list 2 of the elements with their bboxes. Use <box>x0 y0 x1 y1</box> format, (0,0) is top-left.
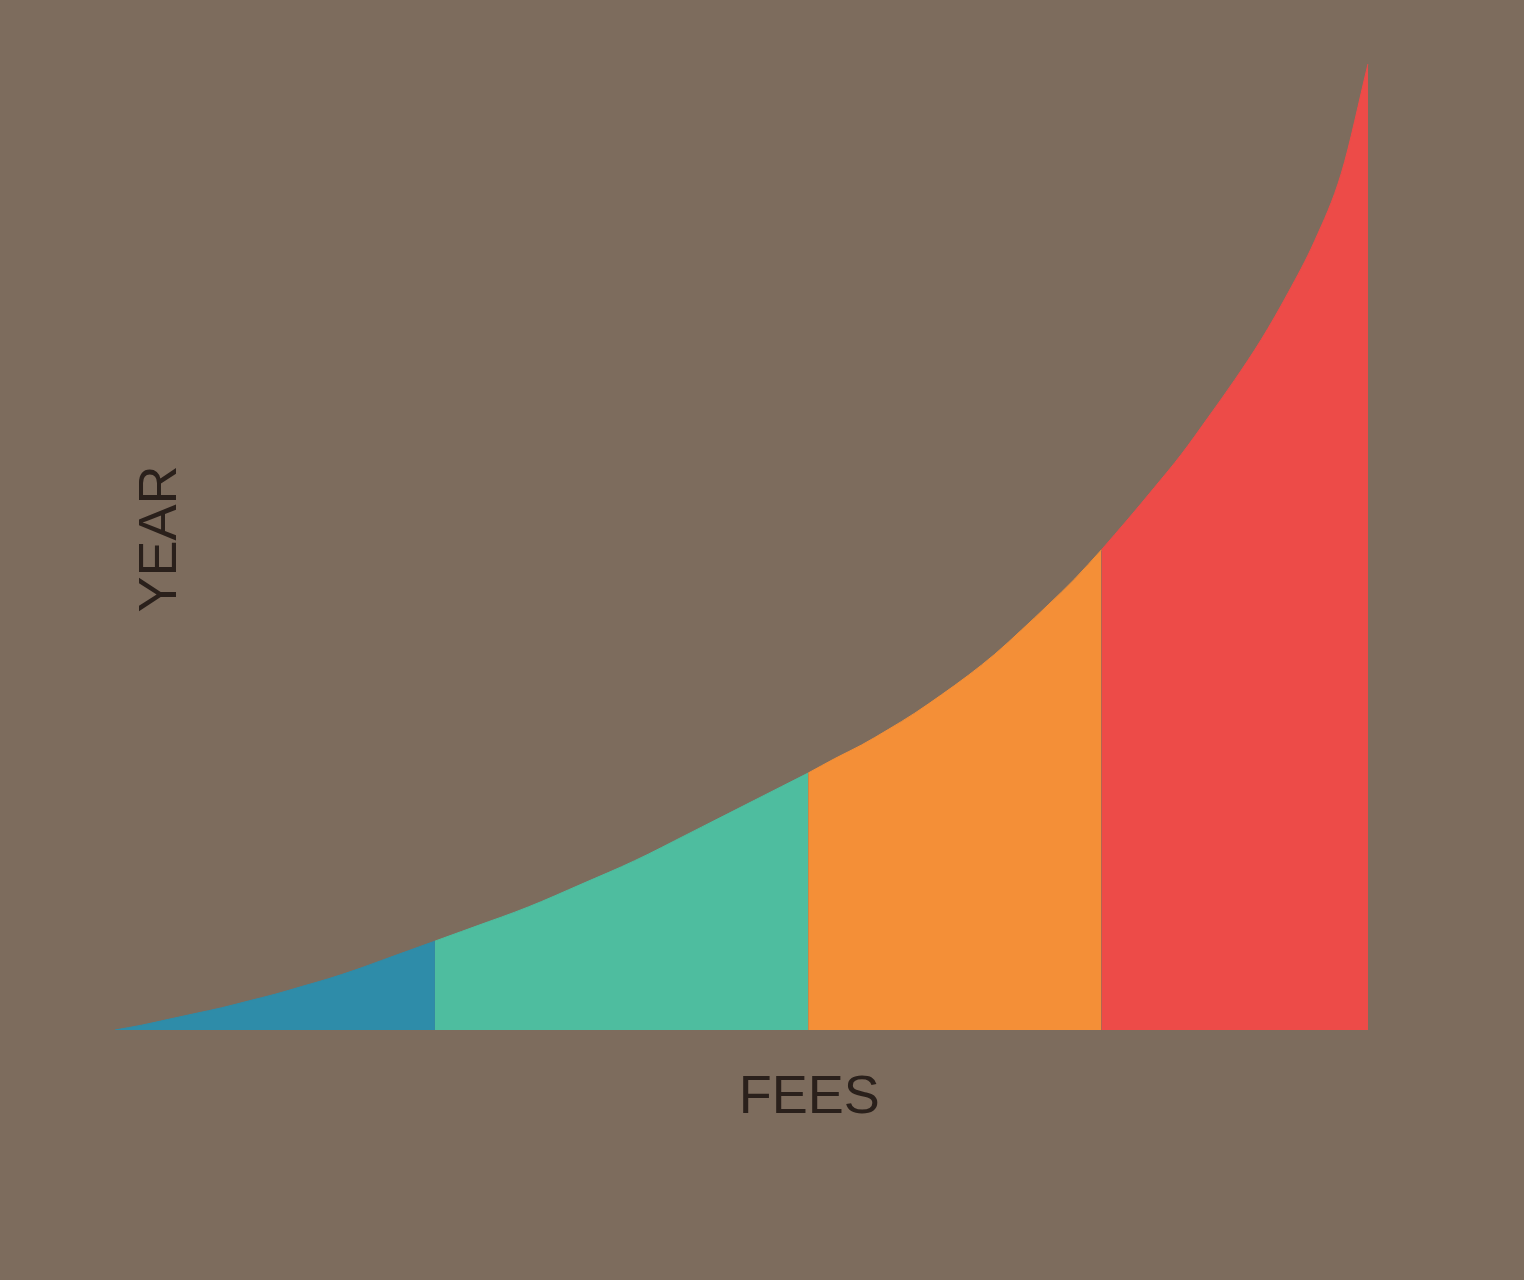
y-axis-title: YEAR <box>126 465 187 613</box>
x-axis-title: FEES <box>738 1063 880 1124</box>
